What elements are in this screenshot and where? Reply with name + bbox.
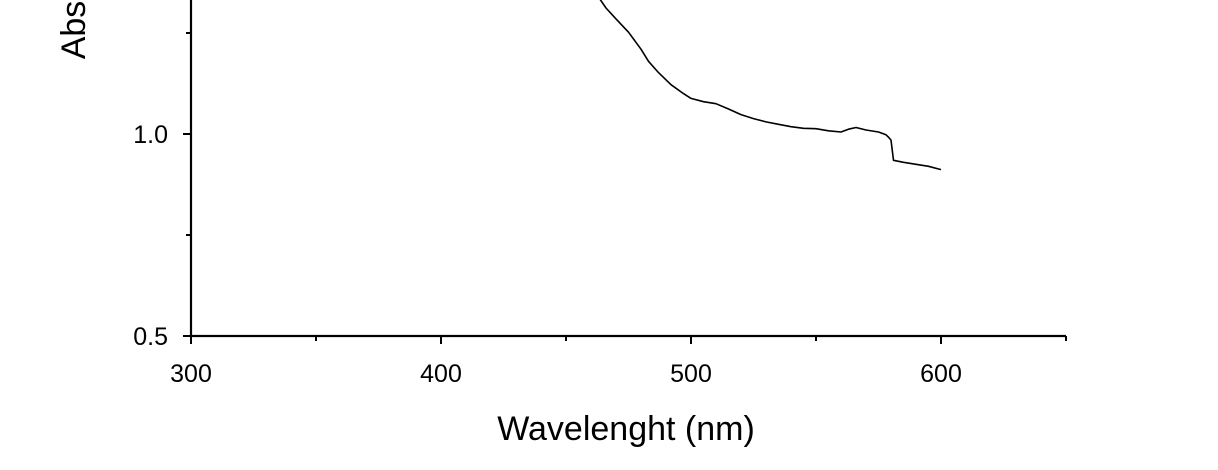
y-tick-label: 0.5 [133, 323, 168, 351]
x-axis-title: Wavelenght (nm) [497, 410, 755, 448]
y-axis-title: Abs [55, 1, 93, 60]
axes: 300 400 500 600 0.5 1.0 [133, 0, 1067, 388]
x-tick-label: 400 [420, 360, 462, 388]
x-tick-label: 500 [670, 360, 712, 388]
x-tick-label: 300 [170, 360, 212, 388]
series-line [599, 0, 942, 171]
y-tick-label: 1.0 [133, 121, 168, 149]
x-tick-label: 600 [920, 360, 962, 388]
